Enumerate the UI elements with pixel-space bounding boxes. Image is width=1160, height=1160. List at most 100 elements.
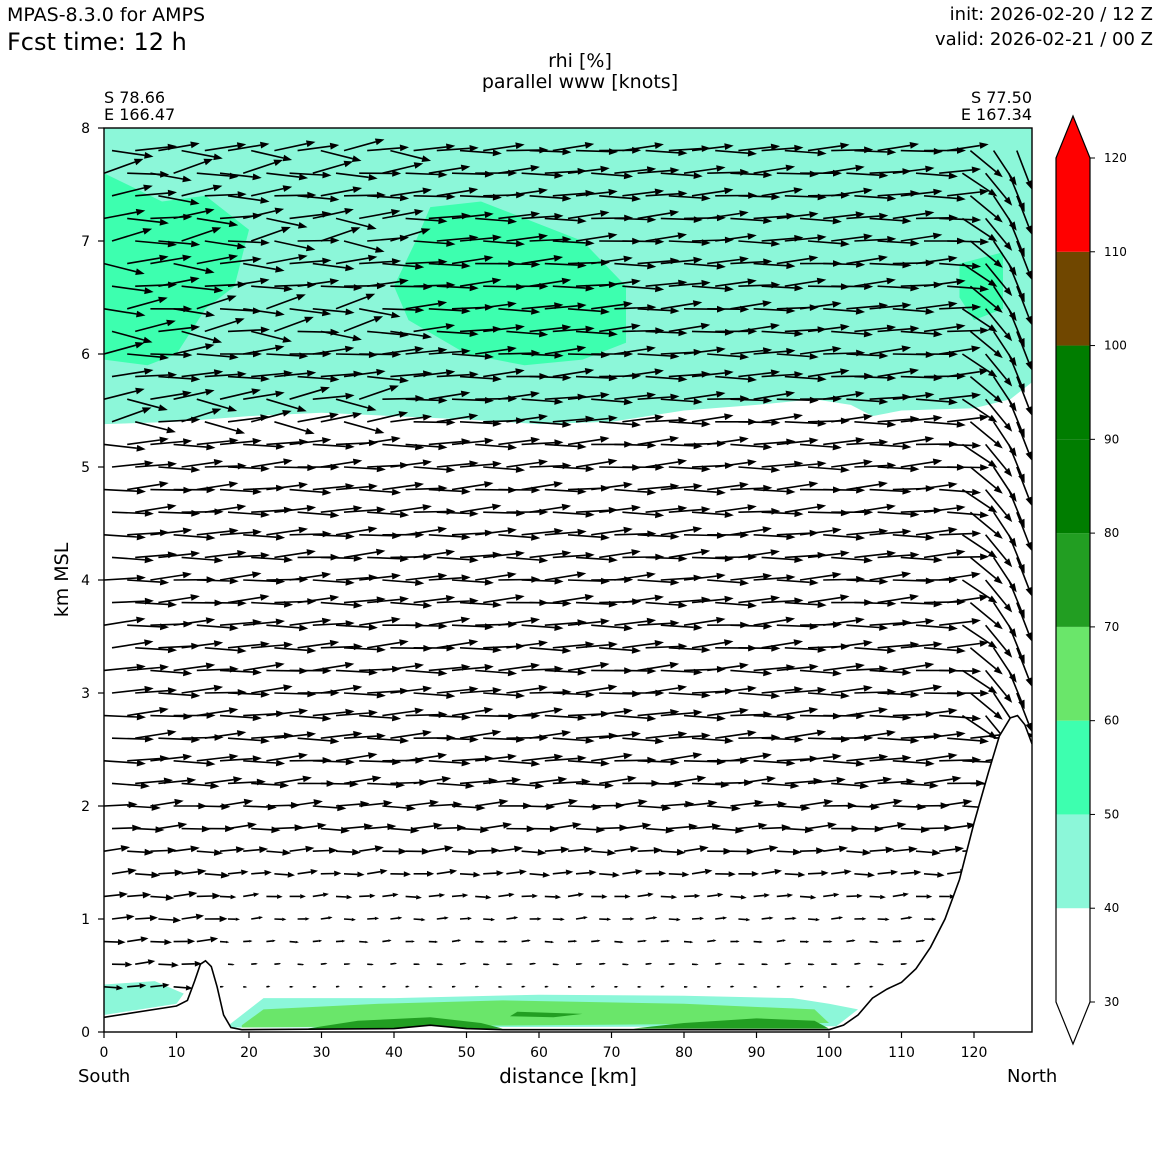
wind-vector-158 [544,894,562,900]
wind-vector-534 [405,669,448,677]
wind-vector-1242 [127,254,169,265]
wind-vector-911 [807,466,850,473]
wind-vector-38 [251,962,258,965]
wind-vector-657 [483,594,525,604]
wind-vector-361 [923,775,962,785]
wind-vector-781 [567,533,610,541]
wind-vector-1148 [738,323,780,333]
wind-vector-611 [335,623,378,631]
wind-vector-392 [753,759,796,767]
wind-vector-622 [591,624,634,632]
wind-vector-908 [738,466,781,473]
wind-vector-1021 [567,392,610,400]
wind-vector-56 [668,963,676,965]
wind-vector-1412 [359,170,402,177]
wind-vector-375 [359,758,402,766]
wind-vector-1407 [242,159,283,174]
wind-vector-703 [614,571,656,581]
wind-vector-1414 [405,171,448,178]
wind-vector-1237 [947,285,990,293]
wind-vector-170 [823,892,840,898]
wind-vector-30 [823,986,828,988]
wind-vector-278 [738,822,768,830]
wind-vector-1164 [173,308,216,318]
wind-vector-638 [961,624,998,649]
wind-vector-872 [823,486,866,494]
wind-vector-354 [761,782,800,789]
wind-vector-280 [784,826,815,834]
wind-vector-155 [475,894,492,900]
wind-vector-849 [289,488,332,496]
wind-vector-520 [1016,692,1032,733]
wind-vector-740 [552,551,595,559]
wind-vector-230 [498,845,524,853]
wind-vector-1451 [343,138,385,152]
wind-vector-586 [691,639,734,649]
wind-vector-604 [173,617,216,626]
wind-vector-236 [637,847,663,854]
wind-vector-494 [413,692,456,699]
wind-vector-146 [266,894,283,899]
wind-vector-548 [730,669,773,677]
wind-vector-1253 [382,262,425,270]
wind-vector-1104 [637,352,680,360]
wind-vector-1002 [126,398,168,411]
wind-vector-1369 [297,195,340,203]
wind-vector-221 [289,845,315,853]
wind-vector-1209 [297,278,340,287]
wind-vector-738 [506,556,549,564]
wind-vector-358 [854,776,893,785]
wind-vector-117 [436,916,449,920]
wind-vector-1450 [320,149,362,162]
wind-vector-364 [104,759,146,767]
wind-vector-13 [428,986,433,988]
wind-vector-608 [266,624,309,632]
wind-vector-1354 [869,217,912,225]
wind-vector-1477 [947,142,989,152]
wind-vector-1467 [715,149,757,157]
wind-vector-470 [753,713,796,721]
wind-vector-139 [104,891,128,899]
wind-vector-1341 [567,210,610,220]
wind-vector-131 [761,916,774,920]
wind-vector-1362 [135,189,177,197]
wind-vector-938 [498,436,541,446]
wind-vector-185 [320,870,342,877]
wind-vector-1083 [150,351,193,359]
wind-vector-149 [335,894,353,900]
wind-vector-218 [219,846,245,854]
wind-vector-58 [715,962,722,965]
wind-vector-204 [761,868,782,875]
wind-vector-80 [405,940,415,943]
wind-vector-1352 [823,211,865,220]
wind-vector-907 [715,459,757,468]
wind-vector-1063 [622,368,664,378]
wind-vector-260 [320,826,350,834]
wind-vector-507 [715,685,757,694]
wind-vector-1288 [274,240,316,252]
rhi-region-8 [510,1011,583,1018]
wind-vector-1004 [173,388,215,400]
wind-vector-1471 [807,142,850,152]
wind-vector-788 [730,526,772,536]
wind-vector-967 [250,410,292,423]
wind-vector-1308 [738,240,781,247]
wind-vector-403 [111,735,154,743]
wind-vector-339 [413,776,452,785]
wind-vector-1082 [127,353,169,361]
wind-vector-228 [451,848,477,856]
init-time: init: 2026-02-20 / 12 Z [949,4,1153,25]
wind-vector-765 [196,527,239,536]
wind-vector-287 [947,822,977,830]
wind-vector-575 [436,639,479,649]
wind-vector-1426 [683,165,726,174]
wind-vector-45 [413,963,421,966]
wind-vector-163 [660,894,678,900]
wind-vector-1366 [227,195,270,204]
wind-vector-932 [359,436,401,446]
wind-vector-620 [544,619,587,627]
wind-vector-518 [969,692,1003,720]
wind-vector-572 [367,639,409,649]
wind-vector-171 [846,893,863,899]
wind-vector-767 [243,533,286,541]
